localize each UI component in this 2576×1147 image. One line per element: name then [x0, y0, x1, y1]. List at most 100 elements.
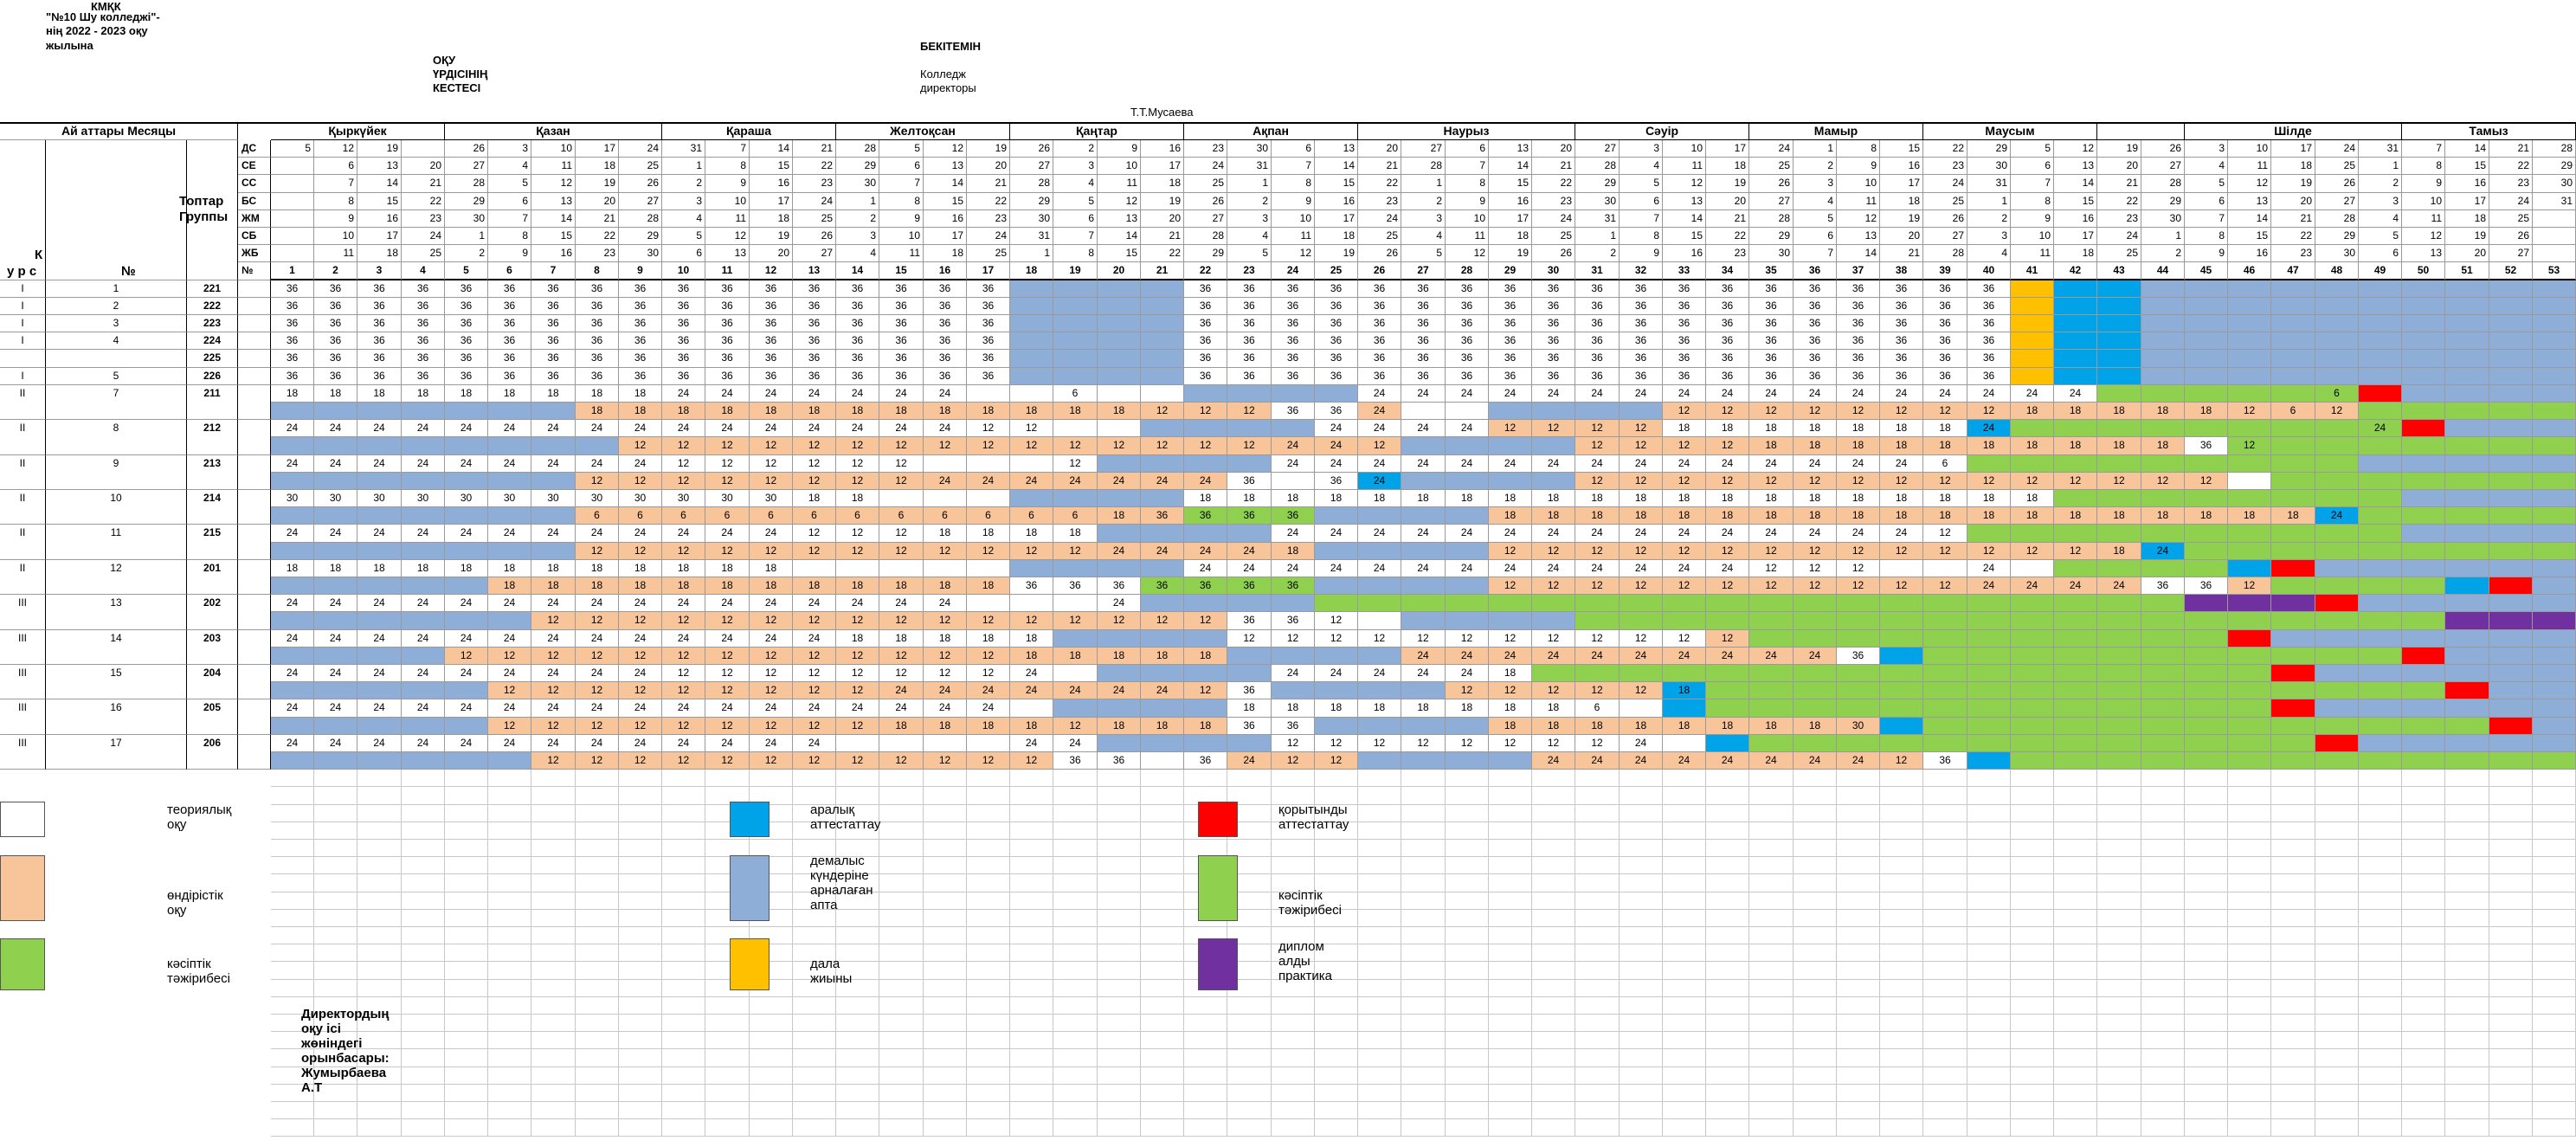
calendar-cell-5-2: 5 — [488, 175, 531, 193]
calendar-cell-36-0: 8 — [1837, 140, 1880, 158]
hours-cell-4-0-18 — [1053, 350, 1098, 368]
empty-cell — [2011, 804, 2054, 822]
empty-cell — [1794, 892, 1837, 910]
empty-cell — [836, 840, 879, 858]
group-index-5: 5 — [46, 367, 187, 385]
empty-cell — [1880, 1032, 1923, 1050]
empty-cell — [2185, 1032, 2228, 1050]
empty-cell — [1184, 1049, 1227, 1067]
hours-cell-9-0-19 — [1098, 490, 1141, 508]
calendar-cell-15-3: 15 — [924, 192, 967, 210]
empty-cell — [2054, 944, 2097, 963]
empty-cell — [1532, 892, 1575, 910]
calendar-cell-6-2: 12 — [531, 175, 576, 193]
hours-cell-14-0-41 — [2054, 665, 2097, 683]
empty-cell — [314, 1015, 357, 1033]
hours-cell-8-0-29: 24 — [1532, 454, 1575, 473]
empty-cell — [1967, 840, 2011, 858]
empty-cell — [1489, 962, 1532, 980]
empty-cell — [1141, 1015, 1184, 1033]
empty-cell — [619, 927, 662, 945]
calendar-cell-37-3: 18 — [1880, 192, 1923, 210]
empty-cell — [1489, 804, 1532, 822]
hours-cell-12-0-35 — [1794, 595, 1837, 613]
hours-cell-11-1-37: 12 — [1880, 577, 1923, 596]
empty-cell — [879, 857, 924, 875]
hours-cell-5-0-12: 36 — [793, 367, 836, 385]
empty-cell — [750, 1102, 793, 1120]
hours-cell-7-1-16: 12 — [967, 437, 1010, 455]
hours-cell-14-1-41 — [2054, 682, 2097, 700]
empty-cell — [1141, 962, 1184, 980]
hours-cell-7-0-50 — [2445, 420, 2489, 438]
calendar-cell-22-5: 4 — [1227, 228, 1272, 246]
empty-cell — [1620, 909, 1663, 927]
empty-cell — [2141, 979, 2185, 997]
hours-cell-12-1-43 — [2141, 612, 2185, 630]
hours-cell-0-0-14: 36 — [879, 280, 924, 298]
hours-cell-8-1-24: 36 — [1315, 472, 1358, 490]
week-number-30: 30 — [1532, 262, 1575, 280]
hours-cell-4-0-32: 36 — [1663, 350, 1706, 368]
legend-holidays: демалыс күндеріне арналаған апта — [810, 854, 873, 912]
empty-cell — [967, 1119, 1010, 1137]
empty-cell — [619, 962, 662, 980]
empty-cell — [1315, 1049, 1358, 1067]
hours-cell-13-0-1: 24 — [314, 629, 357, 648]
hours-cell-0-0-47 — [2315, 280, 2359, 298]
empty-cell — [1880, 1066, 1923, 1085]
empty-cell — [1272, 1049, 1315, 1067]
hours-cell-16-1-45 — [2228, 752, 2271, 770]
empty-cell — [1446, 962, 1489, 980]
calendar-cell-24-0: 13 — [1315, 140, 1358, 158]
empty-cell — [1749, 1015, 1794, 1033]
empty-cell — [2315, 804, 2359, 822]
hours-cell-8-0-42 — [2097, 454, 2141, 473]
empty-cell — [2228, 909, 2271, 927]
group-code-3: 224 — [187, 332, 238, 351]
empty-cell — [1358, 1066, 1401, 1085]
hours-cell-14-0-51 — [2489, 665, 2533, 683]
empty-cell — [1010, 1032, 1053, 1050]
hours-cell-10-1-30: 12 — [1575, 542, 1620, 560]
hours-cell-15-0-3: 24 — [402, 699, 445, 718]
hours-cell-1-0-38: 36 — [1923, 297, 1967, 315]
hours-cell-15-1-10: 12 — [705, 717, 750, 735]
hours-cell-9-0-23: 18 — [1272, 490, 1315, 508]
empty-cell — [1663, 1102, 1706, 1120]
empty-cell — [1141, 927, 1184, 945]
hours-cell-0-0-52 — [2533, 280, 2576, 298]
empty-cell — [1053, 1066, 1098, 1085]
hours-cell-9-1-0 — [271, 507, 314, 525]
empty-cell — [967, 909, 1010, 927]
hours-cell-15-0-46 — [2271, 699, 2315, 718]
empty-cell — [1141, 770, 1184, 788]
hours-cell-10-0-10: 24 — [705, 525, 750, 543]
hours-cell-0-0-40 — [2011, 280, 2054, 298]
empty-cell — [357, 927, 402, 945]
hours-cell-14-1-27: 12 — [1446, 682, 1489, 700]
hours-cell-15-1-6: 12 — [531, 717, 576, 735]
hours-cell-5-0-19 — [1098, 367, 1141, 385]
hours-cell-9-0-2: 30 — [357, 490, 402, 508]
calendar-cell-18-2: 4 — [1053, 175, 1098, 193]
legend-swatch-prediploma — [1198, 938, 1238, 990]
hours-cell-15-0-25: 18 — [1358, 699, 1401, 718]
empty-cell — [1706, 1084, 1749, 1102]
hours-cell-16-1-3 — [402, 752, 445, 770]
week-number-17: 17 — [967, 262, 1010, 280]
calendar-cell-38-3: 25 — [1923, 192, 1967, 210]
hours-cell-11-0-14 — [879, 559, 924, 577]
calendar-cell-23-2: 8 — [1272, 175, 1315, 193]
hours-cell-3-0-1: 36 — [314, 332, 357, 351]
hours-cell-0-0-50 — [2445, 280, 2489, 298]
empty-cell — [1575, 1119, 1620, 1137]
empty-cell — [1706, 1032, 1749, 1050]
hours-cell-14-1-37 — [1880, 682, 1923, 700]
empty-cell — [1794, 822, 1837, 840]
empty-cell — [1837, 1049, 1880, 1067]
hours-cell-6-0-42 — [2097, 384, 2141, 403]
hours-cell-7-1-37: 18 — [1880, 437, 1923, 455]
hours-cell-7-1-39: 18 — [1967, 437, 2011, 455]
group-code-10: 215 — [187, 525, 238, 560]
